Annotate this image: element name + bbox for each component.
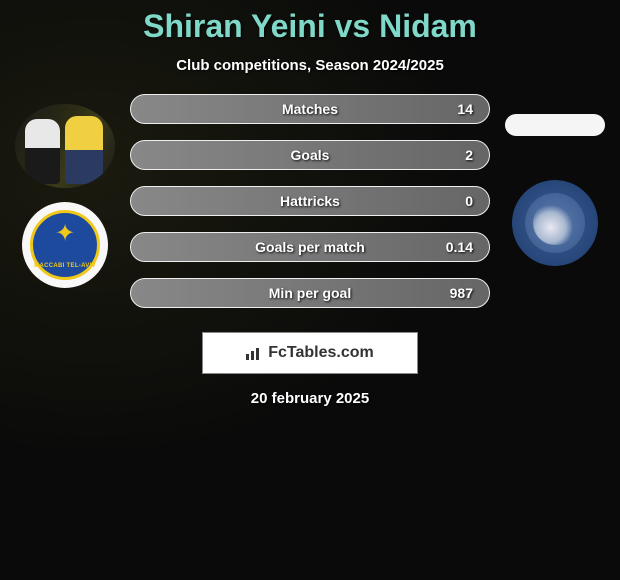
club-badge-left: ✦ MACCABI TEL-AVIV bbox=[22, 202, 108, 288]
stat-value-right: 987 bbox=[450, 285, 473, 301]
badge-right-inner bbox=[525, 193, 585, 253]
date: 20 february 2025 bbox=[0, 390, 620, 407]
star-icon: ✦ bbox=[55, 219, 75, 248]
brand-text: FcTables.com bbox=[268, 344, 374, 362]
player-left-column: ✦ MACCABI TEL-AVIV bbox=[10, 94, 120, 288]
stat-value-right: 0 bbox=[465, 193, 473, 209]
stat-label: Goals per match bbox=[255, 239, 365, 255]
subtitle: Club competitions, Season 2024/2025 bbox=[0, 57, 620, 74]
badge-left-inner: ✦ MACCABI TEL-AVIV bbox=[30, 210, 100, 280]
stat-bar-hattricks: - Hattricks 0 bbox=[130, 186, 490, 216]
stat-label: Min per goal bbox=[269, 285, 351, 301]
player-right-photo bbox=[505, 114, 605, 136]
stat-bar-goals: - Goals 2 bbox=[130, 140, 490, 170]
club-badge-right bbox=[512, 180, 598, 266]
main-row: ✦ MACCABI TEL-AVIV - Matches 14 - Goals … bbox=[0, 94, 620, 308]
chart-icon bbox=[246, 346, 264, 360]
stat-label: Goals bbox=[291, 147, 330, 163]
stat-bar-matches: - Matches 14 bbox=[130, 94, 490, 124]
stats-column: - Matches 14 - Goals 2 - Hattricks 0 - G… bbox=[120, 94, 500, 308]
player-figure-yellow bbox=[65, 116, 103, 184]
badge-left-text: MACCABI TEL-AVIV bbox=[34, 263, 96, 269]
stat-value-right: 0.14 bbox=[446, 239, 473, 255]
stat-label: Hattricks bbox=[280, 193, 340, 209]
stat-value-right: 2 bbox=[465, 147, 473, 163]
stat-bar-min-per-goal: - Min per goal 987 bbox=[130, 278, 490, 308]
player-figure-white bbox=[25, 119, 60, 184]
infographic-content: Shiran Yeini vs Nidam Club competitions,… bbox=[0, 0, 620, 407]
stat-label: Matches bbox=[282, 101, 338, 117]
page-title: Shiran Yeini vs Nidam bbox=[0, 0, 620, 45]
player-left-photo bbox=[15, 104, 115, 188]
brand-box: FcTables.com bbox=[202, 332, 418, 374]
player-right-column bbox=[500, 94, 610, 266]
stat-bar-goals-per-match: - Goals per match 0.14 bbox=[130, 232, 490, 262]
stat-value-right: 14 bbox=[457, 101, 473, 117]
